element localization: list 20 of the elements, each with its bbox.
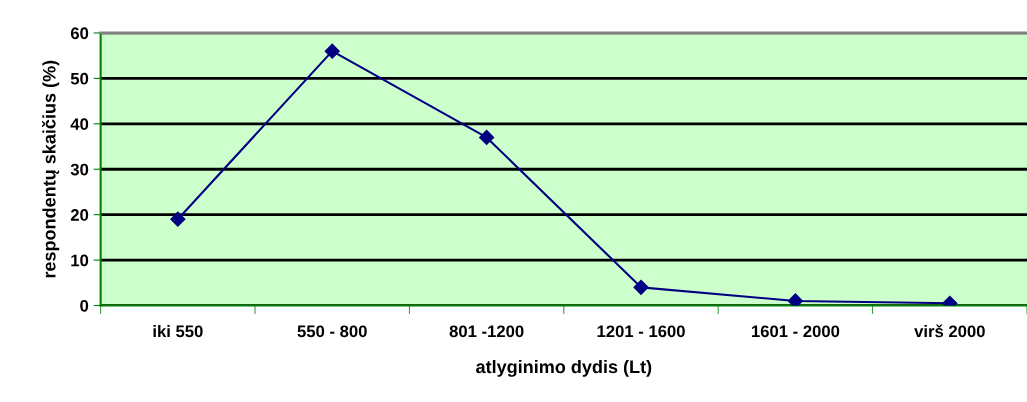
point bbox=[633, 279, 649, 295]
y-tick-label: 60 bbox=[70, 27, 89, 40]
y-axis-title: respondentų skaičius (%) bbox=[41, 60, 60, 278]
x-tick-label: iki 550 bbox=[153, 324, 203, 338]
x-tick-label: 1601 - 2000 bbox=[751, 325, 840, 338]
y-tick-label: 50 bbox=[70, 72, 89, 85]
x-tick-label: 550 - 800 bbox=[297, 325, 367, 338]
point bbox=[324, 43, 340, 59]
x-axis-title: atlyginimo dydis (Lt) bbox=[476, 359, 652, 377]
point bbox=[170, 211, 186, 227]
point bbox=[479, 129, 495, 146]
y-tick-label: 20 bbox=[70, 209, 89, 221]
y-tick-label: 30 bbox=[70, 163, 89, 176]
x-tick-label: 801 -1200 bbox=[449, 325, 524, 338]
y-tick-label: 40 bbox=[70, 118, 89, 131]
x-tick-label: 1201 - 1600 bbox=[597, 325, 685, 338]
y-tick-label: 0 bbox=[80, 299, 89, 312]
x-tick-label: virš 2000 bbox=[914, 324, 985, 338]
point bbox=[787, 293, 803, 306]
y-tick-label: 10 bbox=[71, 254, 89, 267]
